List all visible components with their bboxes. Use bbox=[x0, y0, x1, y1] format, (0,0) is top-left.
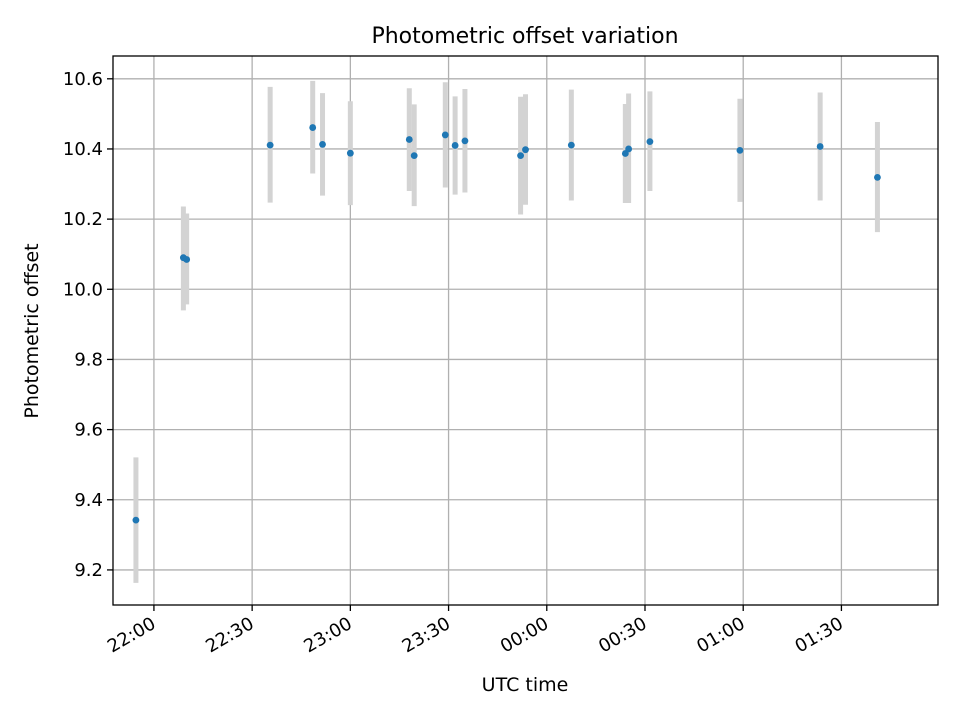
x-tick-label: 01:00 bbox=[693, 613, 748, 657]
y-tick-label: 10.6 bbox=[63, 69, 103, 90]
x-tick-label: 00:00 bbox=[497, 613, 552, 657]
x-tick-label: 01:30 bbox=[791, 613, 846, 657]
data-point bbox=[625, 145, 633, 153]
data-point bbox=[874, 173, 881, 181]
data-point bbox=[410, 152, 418, 160]
data-point bbox=[405, 136, 413, 143]
y-tick-label: 9.8 bbox=[74, 349, 103, 370]
y-tick-label: 9.4 bbox=[74, 490, 103, 511]
data-point bbox=[646, 138, 654, 145]
data-point bbox=[441, 131, 449, 139]
x-tick-label: 23:00 bbox=[300, 613, 355, 657]
error-bars bbox=[133, 80, 880, 583]
data-point bbox=[309, 124, 317, 131]
data-point bbox=[451, 142, 459, 149]
data-point bbox=[517, 152, 524, 160]
x-tick-label: 00:30 bbox=[595, 613, 650, 657]
x-tick-label: 23:30 bbox=[399, 613, 454, 657]
x-tick-label: 22:30 bbox=[202, 613, 257, 657]
data-point bbox=[132, 516, 140, 524]
x-tick-label: 22:00 bbox=[104, 613, 159, 657]
y-axis-label: Photometric offset bbox=[21, 243, 43, 418]
plot-area-frame bbox=[112, 55, 939, 606]
data-point bbox=[736, 146, 744, 154]
data-point bbox=[567, 141, 575, 149]
y-tick-label: 10.2 bbox=[63, 209, 103, 230]
data-points bbox=[132, 124, 881, 524]
chart-title: Photometric offset variation bbox=[371, 24, 678, 49]
data-point bbox=[319, 141, 326, 148]
data-point bbox=[266, 141, 274, 149]
y-tick-label: 10.4 bbox=[63, 139, 103, 160]
data-point bbox=[816, 143, 824, 150]
x-axis-label: UTC time bbox=[482, 674, 569, 696]
grid-lines bbox=[113, 56, 938, 605]
y-tick-label: 9.6 bbox=[74, 420, 103, 441]
data-point bbox=[346, 149, 354, 157]
y-tick-label: 9.2 bbox=[74, 560, 103, 581]
data-point bbox=[522, 146, 529, 154]
data-point bbox=[461, 137, 469, 145]
data-point bbox=[183, 256, 191, 263]
y-tick-label: 10.0 bbox=[63, 279, 103, 300]
